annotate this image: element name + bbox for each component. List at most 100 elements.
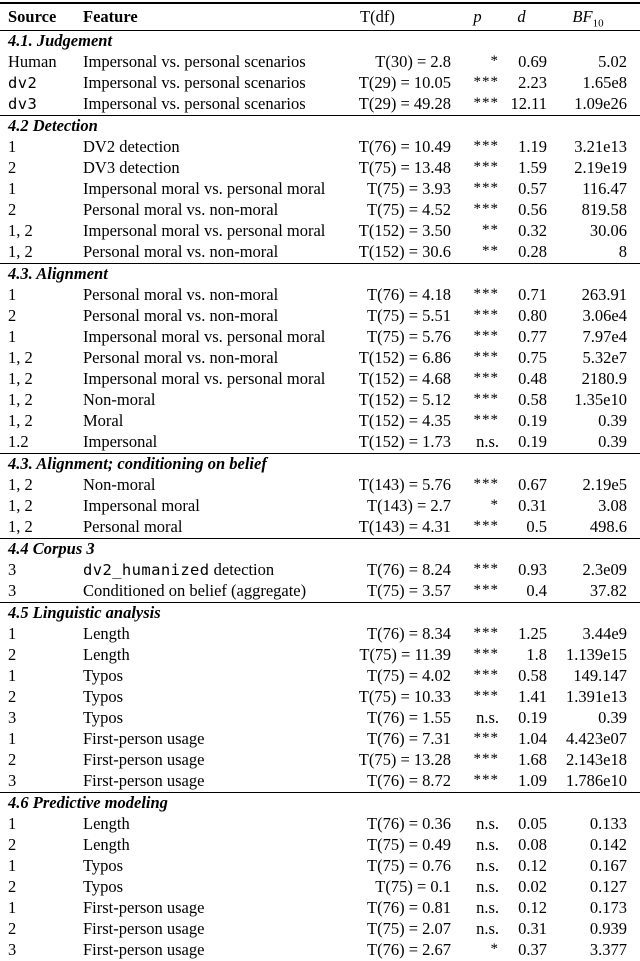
cell-t-statistic: T(75) = 0.76 bbox=[367, 856, 451, 876]
cell-t-statistic: T(152) = 5.12 bbox=[358, 390, 451, 410]
cell-bayes-factor: 1.139e15 bbox=[566, 645, 627, 665]
cell-source: 1 bbox=[8, 898, 17, 918]
cell-p-significance: *** bbox=[473, 159, 499, 175]
cell-t-statistic: T(75) = 5.51 bbox=[367, 306, 451, 326]
cell-source: 1, 2 bbox=[8, 242, 33, 262]
table-row: 2 Personal moral vs. non-moral T(75) = 5.5… bbox=[0, 306, 640, 327]
table-row: 1 Length T(76) = 8.34 *** 1.25 3.44e9 bbox=[0, 624, 640, 645]
cell-effect-size-d: 0.08 bbox=[518, 835, 547, 855]
cell-feature: Non-moral bbox=[83, 475, 156, 495]
cell-effect-size-d: 1.8 bbox=[526, 645, 547, 665]
table-row: 1 Impersonal moral vs. personal moral T(75… bbox=[0, 179, 640, 200]
table-row: 1, 2 Personal moral T(143) = 4.31 *** 0.5 498… bbox=[0, 517, 640, 539]
cell-t-statistic: T(75) = 4.02 bbox=[367, 666, 451, 686]
cell-effect-size-d: 1.68 bbox=[518, 750, 547, 770]
cell-bayes-factor: 0.142 bbox=[589, 835, 627, 855]
cell-t-statistic: T(152) = 3.50 bbox=[358, 221, 451, 241]
table-row: 2 Length T(75) = 0.49 n.s. 0.08 0.142 bbox=[0, 835, 640, 856]
column-header-source: Source bbox=[0, 3, 75, 31]
cell-feature: Non-moral bbox=[83, 390, 156, 410]
cell-effect-size-d: 0.31 bbox=[518, 919, 547, 939]
cell-source: 1, 2 bbox=[8, 369, 33, 389]
table-row: 2 Typos T(75) = 0.1 n.s. 0.02 0.127 bbox=[0, 877, 640, 898]
table-row: 1.2 Impersonal T(152) = 1.73 n.s. 0.19 0.39 bbox=[0, 432, 640, 454]
cell-effect-size-d: 12.11 bbox=[510, 94, 547, 114]
cell-feature: Impersonal moral bbox=[83, 496, 200, 516]
cell-effect-size-d: 0.12 bbox=[518, 856, 547, 876]
cell-feature: Impersonal vs. personal scenarios bbox=[83, 94, 306, 114]
cell-source: 1.2 bbox=[8, 432, 29, 452]
cell-t-statistic: T(75) = 0.1 bbox=[375, 877, 451, 897]
cell-p-significance: ** bbox=[482, 243, 499, 259]
cell-bayes-factor: 7.97e4 bbox=[582, 327, 627, 347]
cell-p-significance: *** bbox=[473, 286, 499, 302]
cell-t-statistic: T(76) = 0.81 bbox=[367, 898, 451, 918]
cell-p-significance: *** bbox=[473, 180, 499, 196]
cell-effect-size-d: 0.80 bbox=[518, 306, 547, 326]
cell-t-statistic: T(76) = 8.72 bbox=[367, 771, 451, 791]
cell-feature: Length bbox=[83, 624, 130, 644]
bf-label: BF bbox=[572, 6, 593, 26]
section-title: 4.6 Predictive modeling bbox=[0, 792, 640, 814]
column-header-d: d bbox=[502, 3, 549, 31]
table-row: 2 Personal moral vs. non-moral T(75) = 4.5… bbox=[0, 200, 640, 221]
cell-source: 1 bbox=[8, 624, 17, 644]
table-row: 1 Personal moral vs. non-moral T(76) = 4.1… bbox=[0, 285, 640, 306]
cell-t-statistic: T(152) = 4.35 bbox=[358, 411, 451, 431]
cell-source: 1 bbox=[8, 327, 17, 347]
cell-t-statistic: T(76) = 0.36 bbox=[367, 814, 451, 834]
cell-bayes-factor: 0.173 bbox=[589, 898, 627, 918]
cell-p-significance: * bbox=[490, 53, 499, 69]
cell-bayes-factor: 2.19e5 bbox=[582, 475, 627, 495]
cell-p-significance: n.s. bbox=[476, 432, 499, 452]
cell-feature: First-person usage bbox=[83, 898, 205, 918]
cell-bayes-factor: 3.377 bbox=[589, 940, 627, 960]
cell-feature: Length bbox=[83, 835, 130, 855]
cell-source: 3 bbox=[8, 771, 17, 791]
cell-effect-size-d: 1.41 bbox=[518, 687, 547, 707]
cell-source: 2 bbox=[8, 835, 17, 855]
cell-feature: First-person usage bbox=[83, 750, 205, 770]
cell-t-statistic: T(75) = 10.33 bbox=[358, 687, 451, 707]
cell-t-statistic: T(75) = 3.93 bbox=[367, 179, 451, 199]
table-row: 1 Impersonal moral vs. personal moral T(75… bbox=[0, 327, 640, 348]
table-row: 3 Conditioned on belief (aggregate) T(75) … bbox=[0, 581, 640, 603]
cell-feature: DV2 detection bbox=[83, 137, 180, 157]
cell-p-significance: n.s. bbox=[476, 877, 499, 897]
cell-t-statistic: T(76) = 10.49 bbox=[358, 137, 451, 157]
cell-feature: dv2_humanized detection bbox=[83, 560, 275, 580]
cell-effect-size-d: 0.69 bbox=[518, 52, 547, 72]
cell-feature: Typos bbox=[83, 666, 124, 686]
cell-bayes-factor: 3.21e13 bbox=[574, 137, 627, 157]
cell-effect-size-d: 0.32 bbox=[518, 221, 547, 241]
cell-source: 1 bbox=[8, 285, 17, 305]
cell-effect-size-d: 0.19 bbox=[518, 411, 547, 431]
cell-bayes-factor: 0.39 bbox=[598, 432, 627, 452]
mono-source-label: dv2 bbox=[8, 74, 38, 93]
cell-feature: Impersonal moral vs. personal moral bbox=[83, 221, 326, 241]
cell-effect-size-d: 0.71 bbox=[518, 285, 547, 305]
section-heading-row: 4.1. Judgement bbox=[0, 30, 640, 52]
cell-feature: Length bbox=[83, 645, 130, 665]
cell-feature: First-person usage bbox=[83, 940, 205, 960]
column-header-p: p bbox=[453, 3, 502, 31]
cell-source: 2 bbox=[8, 919, 17, 939]
cell-feature: Impersonal bbox=[83, 432, 158, 452]
table-row: 1, 2 Impersonal moral vs. personal moral T… bbox=[0, 221, 640, 242]
cell-source: dv2 bbox=[0, 73, 75, 94]
table-row: 1 Typos T(75) = 0.76 n.s. 0.12 0.167 bbox=[0, 856, 640, 877]
cell-bayes-factor: 4.423e07 bbox=[566, 729, 627, 749]
cell-effect-size-d: 1.25 bbox=[518, 624, 547, 644]
cell-effect-size-d: 0.19 bbox=[518, 708, 547, 728]
cell-p-significance: *** bbox=[473, 95, 499, 111]
cell-feature: Impersonal moral vs. personal moral bbox=[83, 179, 326, 199]
cell-t-statistic: T(152) = 1.73 bbox=[358, 432, 451, 452]
cell-source: 2 bbox=[8, 645, 17, 665]
column-header-feature: Feature bbox=[75, 3, 343, 31]
cell-feature: Personal moral vs. non-moral bbox=[83, 242, 279, 262]
cell-p-significance: n.s. bbox=[476, 835, 499, 855]
section-heading-row: 4.3. Alignment bbox=[0, 263, 640, 285]
table-row: 2 Typos T(75) = 10.33 *** 1.41 1.391e13 bbox=[0, 687, 640, 708]
cell-p-significance: *** bbox=[473, 370, 499, 386]
